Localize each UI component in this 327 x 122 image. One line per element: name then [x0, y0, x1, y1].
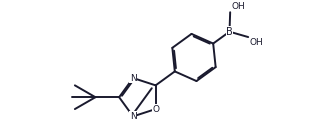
Text: O: O [152, 105, 159, 114]
Text: N: N [130, 112, 136, 121]
Text: OH: OH [231, 2, 245, 11]
Text: B: B [226, 27, 233, 37]
Text: N: N [130, 74, 136, 82]
Text: OH: OH [249, 38, 263, 47]
